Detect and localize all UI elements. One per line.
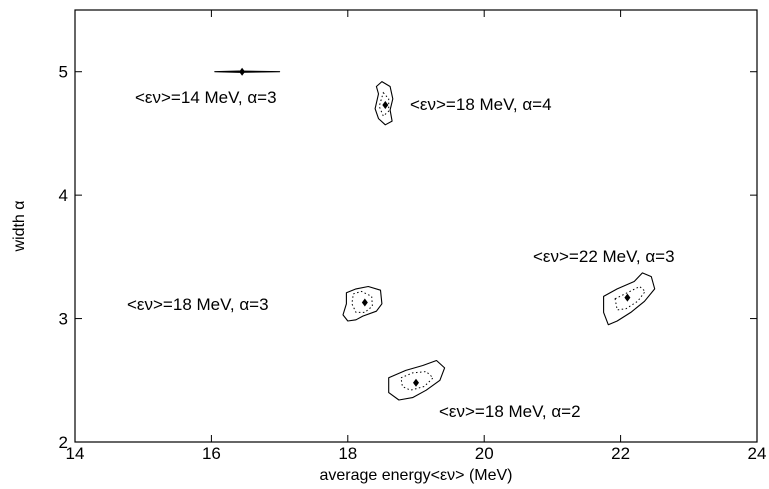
x-tick-label: 24 bbox=[748, 444, 767, 463]
contour-solid bbox=[388, 359, 446, 401]
data-point bbox=[382, 101, 389, 110]
x-tick-label: 14 bbox=[66, 444, 85, 463]
x-axis-title: average energy<εν> (MeV) bbox=[319, 467, 512, 484]
annotation-label: <εν>=18 MeV, α=4 bbox=[410, 95, 552, 114]
x-tick-label: 18 bbox=[338, 444, 357, 463]
contour-solid bbox=[603, 272, 656, 326]
plot-frame bbox=[74, 9, 758, 443]
data-point bbox=[361, 298, 368, 307]
points bbox=[239, 67, 631, 387]
contour-dotted bbox=[351, 290, 373, 313]
contour-solid bbox=[342, 285, 383, 322]
y-axis-title: width α bbox=[11, 200, 28, 252]
data-point bbox=[413, 378, 419, 387]
contours bbox=[214, 70, 656, 401]
x-tick-label: 22 bbox=[611, 444, 630, 463]
axes: 14 16 18 20 22 24 2 3 4 5 bbox=[59, 9, 767, 463]
data-point bbox=[624, 293, 631, 302]
contour-dotted bbox=[614, 285, 646, 311]
y-tick-label: 4 bbox=[59, 186, 68, 205]
data-point bbox=[239, 67, 246, 76]
contour-solid bbox=[214, 70, 281, 73]
annotation-label: <εν>=18 MeV, α=2 bbox=[439, 402, 581, 421]
contour-solid bbox=[374, 81, 394, 126]
x-tick-label: 16 bbox=[202, 444, 221, 463]
y-tick-label: 3 bbox=[59, 310, 68, 329]
contour-dotted bbox=[378, 91, 390, 117]
annotation-label: <εν>=22 MeV, α=3 bbox=[533, 247, 675, 266]
annotation-label: <εν>=18 MeV, α=3 bbox=[127, 295, 269, 314]
y-tick-label: 5 bbox=[59, 63, 68, 82]
annotations: <εν>=14 MeV, α=3 <εν>=18 MeV, α=4 <εν>=18 … bbox=[127, 88, 675, 421]
annotation-label: <εν>=14 MeV, α=3 bbox=[135, 88, 277, 107]
y-tick-label: 2 bbox=[59, 433, 68, 452]
x-tick-label: 20 bbox=[475, 444, 494, 463]
